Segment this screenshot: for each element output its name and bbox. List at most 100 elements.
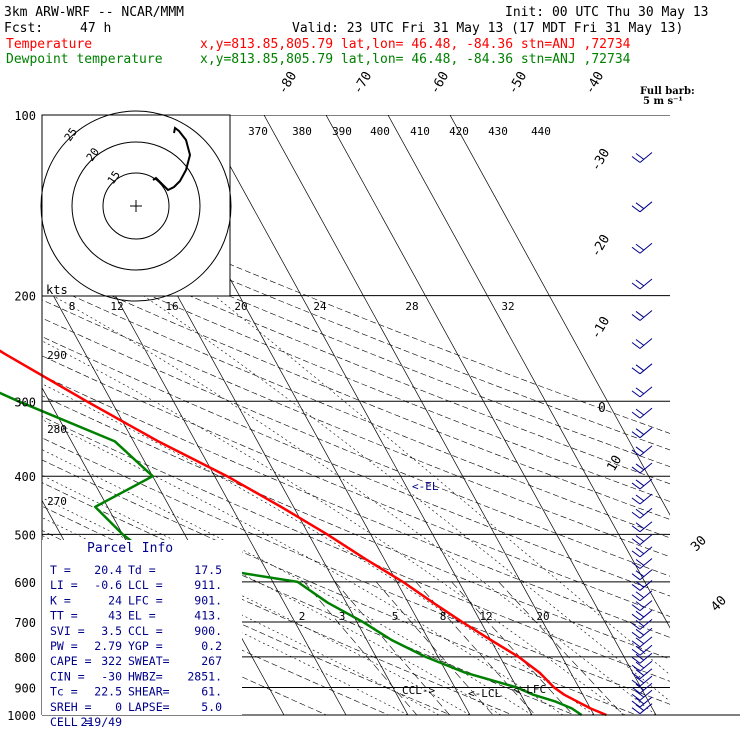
wind-barb	[631, 675, 653, 687]
isotherm-label: -30	[588, 146, 613, 174]
hodograph-ring	[71, 141, 201, 271]
hodograph-ring	[102, 172, 170, 240]
wind-barb-flag	[635, 601, 645, 609]
theta-label: 370	[248, 125, 268, 138]
wind-barb-flag	[631, 482, 641, 490]
theta-label: 280	[47, 423, 67, 436]
wind-barb-flag	[635, 610, 645, 618]
wind-barb-staff	[639, 569, 653, 581]
wind-barb-flag	[631, 246, 641, 254]
sounding-traces	[0, 349, 607, 717]
isotherm-label: -60	[427, 69, 452, 97]
wind-barb-staff	[639, 636, 653, 648]
wind-barb-staff	[639, 462, 653, 474]
wind-barb	[631, 534, 653, 546]
dry-adiabat	[42, 247, 670, 502]
wind-barb-staff	[639, 660, 653, 672]
wind-barb	[631, 590, 653, 602]
wind-barb-flag	[631, 648, 641, 656]
wind-barb	[631, 242, 653, 254]
theta-label: 440	[531, 125, 551, 138]
wind-barb	[631, 668, 653, 680]
mixing-ratio-line	[498, 581, 624, 715]
pressure-tick-label: 700	[14, 616, 36, 630]
wind-barb-flag	[635, 387, 645, 395]
isotherm-line	[387, 115, 670, 629]
moist-adiabat	[42, 449, 533, 715]
pressure-tick-label: 800	[14, 651, 36, 665]
dewpoint-trace	[0, 391, 583, 717]
wind-barb-flag	[631, 672, 641, 680]
wind-barb-flag	[635, 408, 645, 416]
wind-barb-flag	[635, 463, 645, 471]
dry-adiabat	[42, 375, 670, 638]
theta-label: 380	[292, 125, 312, 138]
wind-barb-flag	[635, 591, 645, 599]
wind-barb-flag	[635, 628, 645, 636]
dry-adiabat	[42, 264, 670, 520]
wind-barb-flag	[631, 205, 641, 213]
isotherm-label: -70	[350, 69, 375, 97]
pressure-tick-label: 900	[14, 682, 36, 696]
wind-barb-staff	[639, 652, 653, 664]
moist-adiabat	[214, 295, 670, 676]
wind-barb	[631, 363, 653, 375]
theta-label: 410	[410, 125, 430, 138]
dry-adiabat	[42, 299, 670, 558]
wind-barb	[631, 278, 653, 290]
mixing-ratio-line	[303, 581, 418, 715]
wind-barb-flag	[635, 559, 645, 566]
wind-barb-staff	[639, 675, 653, 687]
wind-barb-flag	[635, 364, 645, 372]
wind-barb-flag	[635, 547, 645, 555]
isotherm-label: -40	[582, 69, 607, 97]
wind-barb	[631, 609, 653, 621]
hodograph-speed-label: 28	[405, 300, 418, 313]
wind-barb-flag	[635, 661, 645, 669]
wind-barb-flag	[635, 697, 645, 705]
wind-barb-flag	[631, 466, 641, 474]
wind-barb-staff	[639, 386, 653, 398]
wind-barb-staff	[639, 644, 653, 656]
pressure-tick-label: 1000	[7, 709, 36, 723]
wind-barb-flag	[631, 525, 641, 533]
wind-barb-flag	[631, 700, 641, 708]
wind-barb-flag	[635, 535, 645, 543]
wind-barb-flag	[635, 683, 645, 691]
wind-barb-flag	[631, 640, 641, 648]
wind-barb-flag	[631, 497, 641, 505]
wind-barb-flag	[631, 342, 641, 349]
wind-barb	[631, 689, 653, 701]
wind-barb-flag	[635, 279, 645, 287]
wind-barb-staff	[639, 445, 653, 457]
wind-barbs	[631, 152, 653, 715]
pressure-tick-label: 500	[14, 528, 36, 542]
hodograph-speed-label: 32	[501, 300, 514, 313]
wind-barb-flag	[631, 550, 641, 558]
theta-label: 400	[370, 125, 390, 138]
wind-barb	[631, 652, 653, 664]
wind-barb	[631, 569, 653, 581]
wind-barb	[631, 644, 653, 656]
wind-barb-staff	[639, 201, 653, 213]
isotherm-line	[201, 115, 533, 715]
theta-label: 390	[332, 125, 352, 138]
wind-barb-flag	[631, 156, 641, 163]
wind-barb	[631, 696, 653, 708]
wind-barb-staff	[639, 534, 653, 545]
wind-barb-flag	[635, 653, 645, 661]
dry-adiabat	[42, 214, 670, 468]
dry-adiabat	[42, 355, 670, 617]
dry-adiabat	[42, 336, 670, 597]
wind-barb-flag	[635, 202, 645, 210]
dry-adiabat	[42, 459, 637, 715]
isotherm-label: -50	[505, 69, 530, 97]
wind-barb-flag	[631, 367, 641, 375]
wind-barb-flag	[631, 631, 641, 639]
wind-barb-flag	[635, 581, 645, 588]
pressure-tick-label: 300	[14, 395, 36, 409]
wind-barb	[631, 580, 653, 591]
wind-barb-staff	[639, 427, 653, 439]
moist-adiabat	[42, 383, 595, 715]
